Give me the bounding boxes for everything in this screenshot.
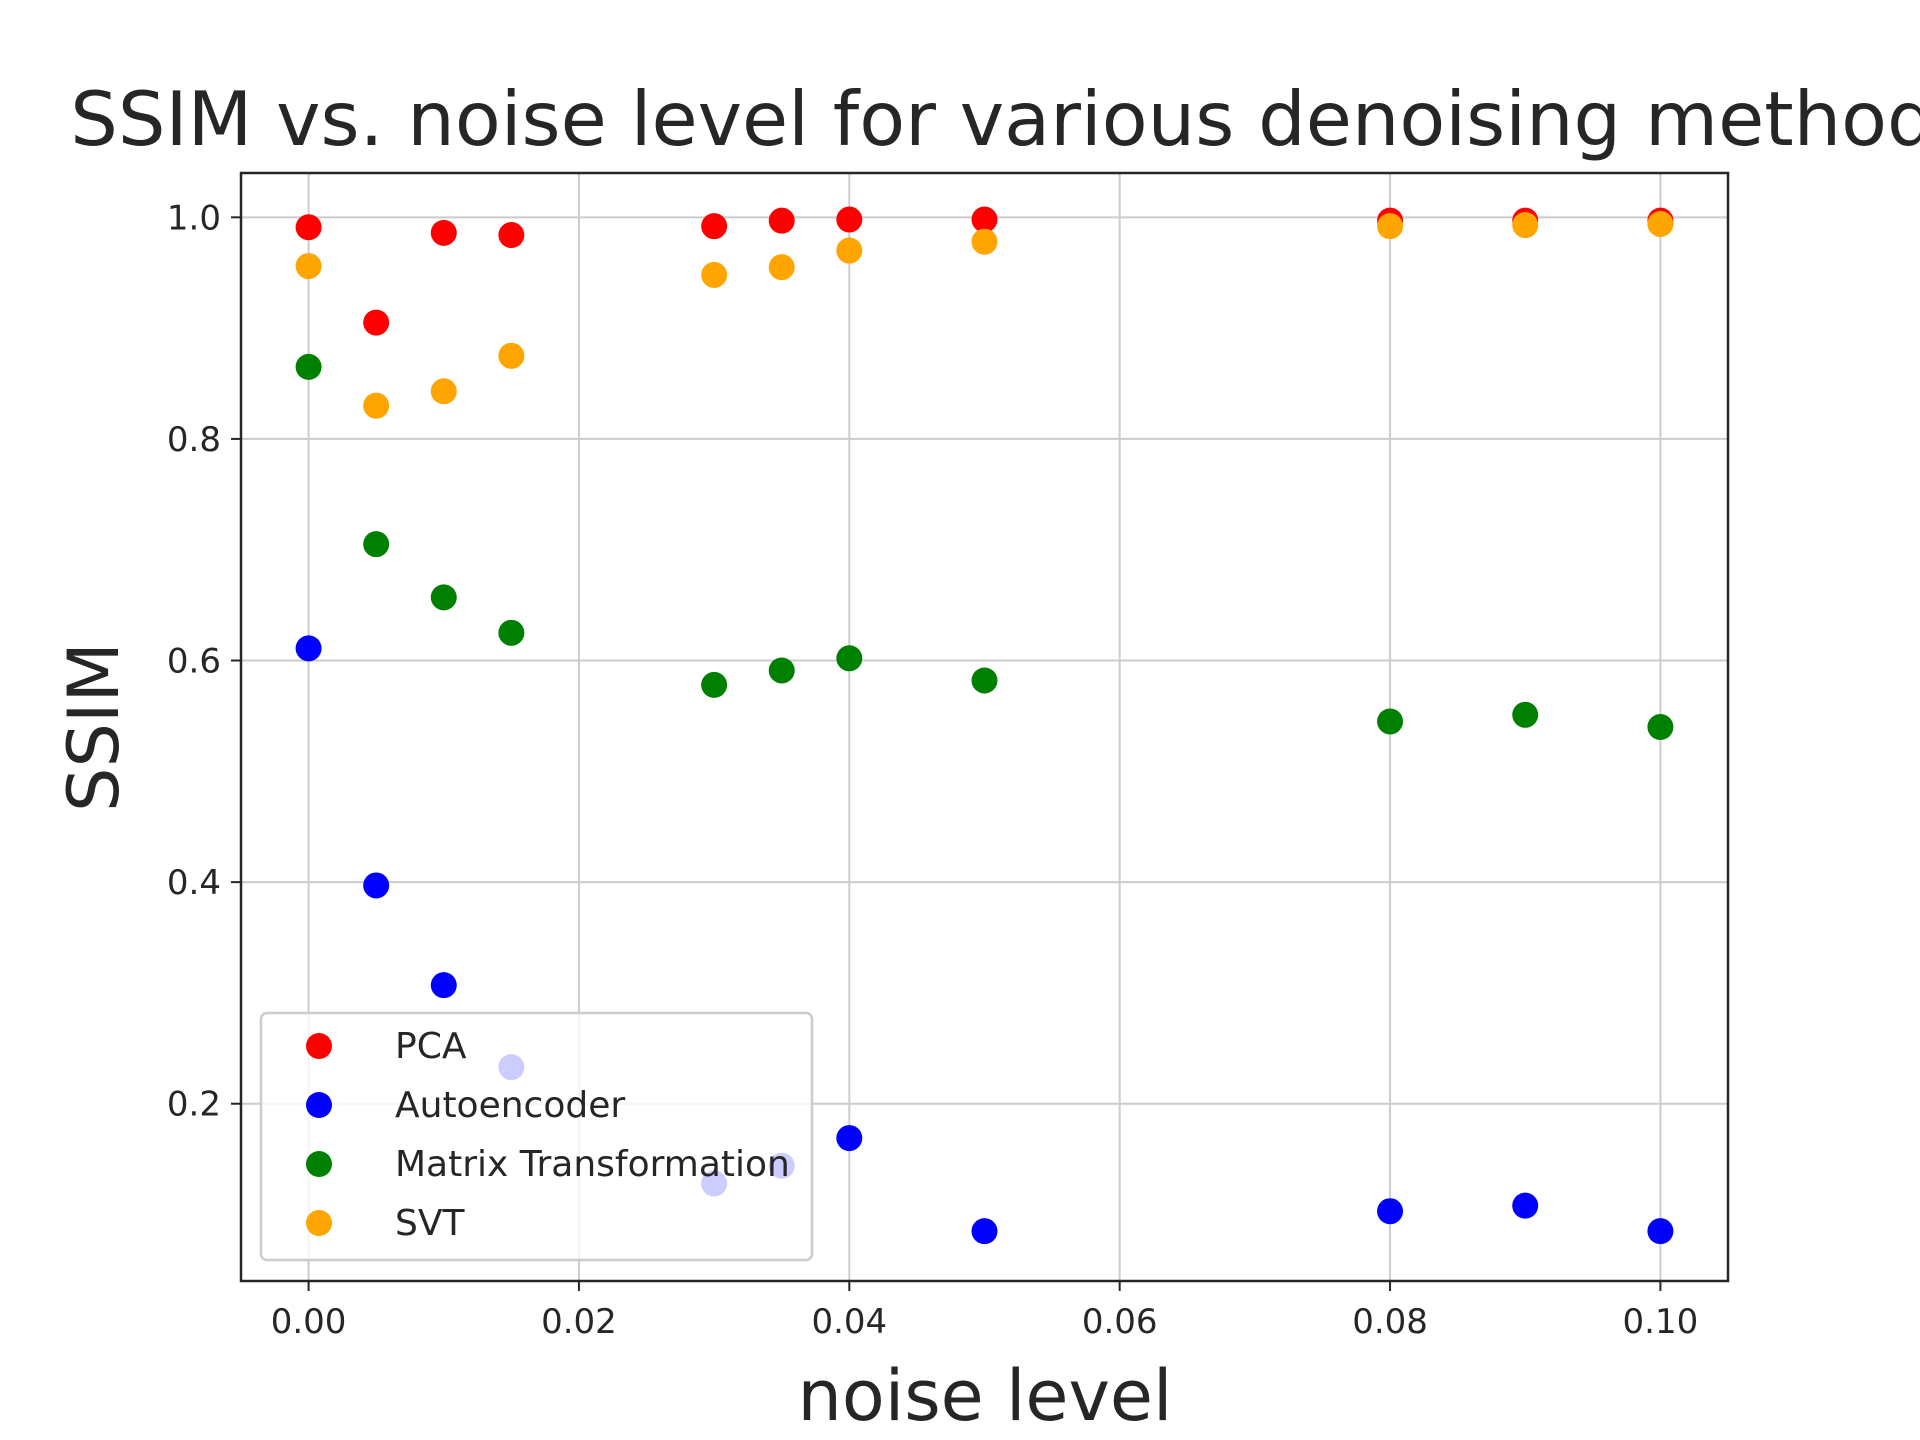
legend-label-matrix-transformation: Matrix Transformation	[395, 1144, 790, 1185]
x-tick-label: 0.02	[541, 1302, 617, 1342]
point-svt	[768, 254, 795, 281]
point-svt	[1512, 212, 1539, 239]
legend-marker-pca	[306, 1033, 332, 1059]
point-autoencoder	[1512, 1192, 1539, 1219]
chart-title: SSIM vs. noise level for various denoisi…	[70, 75, 1920, 163]
point-matrix-transformation	[498, 619, 525, 646]
point-pca	[498, 222, 525, 249]
point-pca	[430, 219, 457, 246]
point-matrix-transformation	[430, 584, 457, 611]
y-axis-ticks: 0.2 0.4 0.6 0.8 1.0	[167, 198, 241, 1125]
point-svt	[363, 392, 390, 419]
point-matrix-transformation	[768, 657, 795, 684]
point-matrix-transformation	[363, 531, 390, 558]
legend-label-autoencoder: Autoencoder	[395, 1085, 625, 1126]
plot-frame	[239, 171, 1730, 1283]
legend-label-svt: SVT	[395, 1203, 465, 1244]
point-svt	[1377, 213, 1404, 240]
point-autoencoder	[1377, 1198, 1404, 1225]
point-matrix-transformation	[1512, 701, 1539, 728]
point-autoencoder	[1647, 1218, 1674, 1245]
point-svt	[1647, 210, 1674, 237]
point-autoencoder	[363, 872, 390, 899]
point-svt	[971, 228, 998, 255]
y-tick-label: 0.4	[167, 863, 221, 903]
legend-box	[259, 1011, 814, 1262]
x-axis-ticks: 0.00 0.02 0.04 0.06 0.08 0.10	[271, 1281, 1699, 1342]
point-autoencoder	[971, 1218, 998, 1245]
point-svt	[430, 378, 457, 405]
y-tick-label: 1.0	[167, 198, 221, 238]
x-axis-label: noise level	[798, 1355, 1173, 1437]
legend-label-pca: PCA	[395, 1026, 467, 1067]
legend-marker-matrix-transformation	[306, 1151, 332, 1177]
point-matrix-transformation	[1377, 708, 1404, 735]
point-autoencoder	[836, 1125, 863, 1152]
point-svt	[498, 342, 525, 369]
data-points	[295, 206, 1674, 1245]
point-svt	[836, 237, 863, 264]
y-tick-label: 0.2	[167, 1085, 221, 1125]
x-tick-label: 0.10	[1623, 1302, 1699, 1342]
point-autoencoder	[295, 635, 322, 662]
point-pca	[295, 214, 322, 241]
y-tick-label: 0.8	[167, 420, 221, 460]
point-pca	[836, 206, 863, 233]
legend-marker-autoencoder	[306, 1092, 332, 1118]
point-svt	[295, 253, 322, 280]
point-matrix-transformation	[295, 353, 322, 380]
x-tick-label: 0.04	[811, 1302, 887, 1342]
point-matrix-transformation	[1647, 714, 1674, 740]
legend-marker-svt	[306, 1210, 332, 1236]
point-matrix-transformation	[971, 667, 998, 694]
point-matrix-transformation	[836, 645, 863, 672]
point-pca	[971, 206, 998, 233]
x-tick-label: 0.08	[1352, 1302, 1428, 1342]
x-tick-label: 0.06	[1082, 1302, 1158, 1342]
point-svt	[701, 261, 728, 288]
point-autoencoder	[430, 972, 457, 999]
y-tick-label: 0.6	[167, 642, 221, 682]
legend: PCA Autoencoder Matrix Transformation SVT	[259, 1011, 814, 1262]
point-pca	[701, 213, 728, 240]
point-pca	[768, 207, 795, 234]
point-pca	[363, 309, 390, 336]
point-matrix-transformation	[701, 671, 728, 698]
y-axis-label: SSIM	[53, 642, 135, 812]
x-tick-label: 0.00	[271, 1302, 347, 1342]
